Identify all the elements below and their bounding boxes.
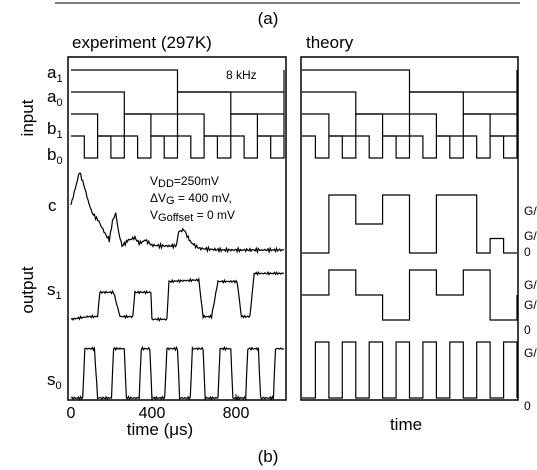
dvg-annotation: ΔVG = 400 mV,	[150, 191, 232, 207]
level-label-s0-2: 0	[524, 399, 531, 413]
output-group-label: output	[18, 266, 37, 314]
experiment-trace-c	[70, 172, 285, 255]
x-tick-label-800: 800	[223, 405, 250, 422]
theory-title: theory	[306, 33, 354, 52]
theory-xlabel: time	[390, 415, 422, 434]
level-label-c-3: 0	[524, 245, 531, 259]
theory-trace-c	[302, 194, 517, 254]
signal-label-s1: s1	[47, 280, 62, 302]
signal-label-c: c	[48, 196, 57, 215]
level-label-s1-3: 0	[524, 323, 531, 337]
vgoffset-annotation: VGoffset = 0 mV	[150, 208, 235, 224]
signal-label-b0: b0	[47, 145, 63, 167]
signal-label-a0: a0	[47, 87, 63, 109]
theory-trace-a0	[302, 91, 518, 115]
experiment-trace-s0	[70, 345, 285, 402]
caption-a: (a)	[258, 9, 279, 28]
theory-trace-b1	[302, 113, 518, 137]
level-label-c-2: G/	[524, 229, 537, 243]
signal-label-b1: b1	[47, 119, 63, 141]
theory-trace-a1	[302, 69, 518, 93]
x-tick-label-0: 0	[67, 405, 76, 422]
theory-frame	[300, 56, 519, 401]
experiment-xlabel: time (μs)	[127, 420, 193, 439]
level-label-c-1: G/	[524, 204, 537, 218]
experiment-trace-b0	[71, 135, 285, 159]
signal-label-s0: s0	[47, 370, 62, 392]
freq-annotation: 8 kHz	[226, 68, 257, 82]
theory-trace-s0	[302, 341, 518, 399]
experiment-title: experiment (297K)	[72, 33, 212, 52]
theory-trace-b0	[302, 135, 518, 159]
vdd-annotation: VDD=250mV	[150, 174, 219, 190]
experiment-trace-a0	[71, 91, 285, 115]
level-label-s1-2: G/	[524, 298, 537, 312]
experiment-trace-s1	[70, 271, 285, 323]
signal-label-a1: a1	[47, 63, 63, 85]
x-tick-label-400: 400	[139, 405, 166, 422]
theory-traces	[302, 69, 518, 399]
level-label-s0-1: G/	[524, 346, 537, 360]
experiment-traces	[70, 69, 285, 402]
level-label-s1-1: G/	[524, 278, 537, 292]
experiment-frame	[67, 56, 287, 401]
input-group-label: input	[18, 99, 37, 136]
theory-trace-s1	[302, 269, 518, 321]
experiment-trace-b1	[71, 113, 285, 137]
caption-b: (b)	[258, 447, 279, 466]
